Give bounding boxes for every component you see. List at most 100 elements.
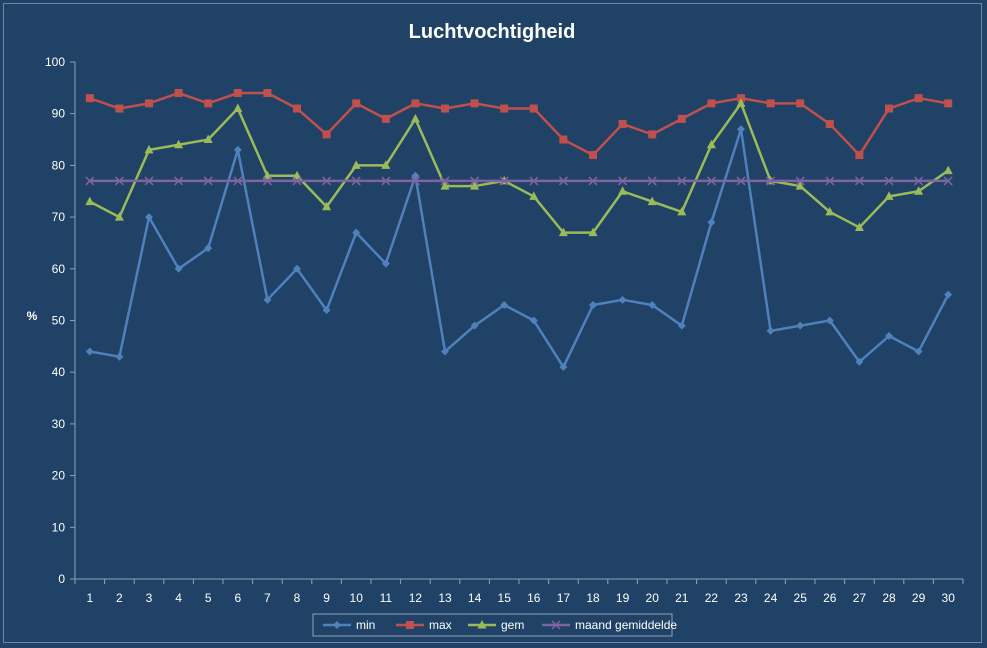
legend-swatch-marker — [477, 620, 487, 629]
data-point-maand-gemiddelde — [174, 176, 184, 186]
data-point-gem — [381, 160, 391, 169]
data-point-maand-gemiddelde — [558, 176, 568, 186]
data-point-max — [204, 99, 213, 108]
chart-frame — [3, 3, 982, 643]
data-point-gem — [233, 103, 243, 113]
legend-swatch-marker — [333, 621, 341, 629]
x-tick-label: 2 — [116, 591, 123, 605]
data-point-min — [470, 321, 479, 330]
data-point-maand-gemiddelde — [795, 176, 805, 186]
data-point-max — [766, 99, 775, 108]
data-point-gem — [262, 170, 272, 180]
x-tick-label: 13 — [438, 591, 452, 605]
data-point-gem — [647, 196, 657, 206]
data-point-min — [648, 300, 657, 309]
series-layer — [85, 89, 953, 372]
x-marker-stroke — [144, 176, 154, 186]
x-marker-stroke — [736, 176, 746, 186]
x-marker-stroke — [677, 176, 687, 186]
x-tick-label: 4 — [175, 591, 182, 605]
data-point-max — [174, 89, 183, 98]
data-point-maand-gemiddelde — [410, 176, 420, 186]
x-tick-label: 14 — [468, 591, 482, 605]
data-point-min — [263, 295, 272, 304]
x-tick-label: 7 — [264, 591, 271, 605]
data-point-max — [914, 94, 923, 103]
data-point-max — [529, 104, 538, 113]
data-point-max — [618, 120, 627, 129]
data-point-min — [293, 264, 301, 273]
data-point-max — [500, 104, 509, 113]
data-point-max — [233, 89, 242, 98]
data-point-max — [85, 94, 94, 103]
data-point-maand-gemiddelde — [322, 176, 332, 186]
data-point-gem — [914, 186, 924, 195]
x-tick-label: 9 — [323, 591, 330, 605]
legend-label: min — [356, 618, 375, 632]
data-point-gem — [203, 134, 213, 144]
data-point-min — [115, 352, 124, 361]
x-marker-stroke — [588, 176, 598, 186]
series-maand-gemiddelde — [85, 176, 953, 186]
x-marker-stroke — [262, 176, 272, 186]
chart-title: Luchtvochtigheid — [409, 21, 576, 43]
data-point-maand-gemiddelde — [85, 176, 95, 186]
x-tick-label: 12 — [409, 591, 423, 605]
data-point-max — [145, 99, 153, 108]
data-point-gem — [795, 181, 805, 190]
data-point-maand-gemiddelde — [114, 176, 124, 186]
data-point-gem — [558, 227, 568, 237]
data-point-gem — [114, 212, 124, 221]
data-point-maand-gemiddelde — [854, 176, 864, 186]
x-tick-label: 30 — [942, 591, 956, 605]
x-marker-stroke — [322, 176, 332, 186]
data-point-min — [766, 326, 775, 335]
data-point-gem — [351, 160, 361, 169]
data-point-min — [352, 228, 361, 237]
data-point-gem — [529, 191, 539, 200]
x-tick-label: 29 — [912, 591, 926, 605]
x-marker-stroke — [351, 176, 361, 186]
data-point-gem — [85, 196, 95, 206]
data-point-gem — [825, 206, 835, 216]
series-line-max — [89, 91, 949, 157]
data-point-min — [174, 264, 183, 273]
data-point-min — [944, 290, 953, 299]
x-tick-label: 25 — [794, 591, 808, 605]
legend-label: maand gemiddelde — [575, 618, 677, 632]
data-point-max — [825, 120, 834, 129]
y-tick-label: 80 — [52, 158, 66, 172]
x-marker-stroke — [706, 176, 716, 186]
data-point-max — [115, 104, 124, 113]
data-point-gem — [854, 222, 864, 231]
data-point-max — [441, 104, 449, 113]
data-point-max — [293, 104, 301, 113]
x-marker-stroke — [854, 176, 864, 186]
data-point-max — [411, 99, 420, 108]
legend-item-min: min — [323, 618, 375, 632]
data-point-min — [589, 300, 597, 309]
legend-label: max — [429, 618, 452, 632]
data-point-maand-gemiddelde — [825, 176, 835, 186]
data-point-max — [944, 99, 953, 108]
x-tick-label: 5 — [205, 591, 212, 605]
data-point-max — [559, 135, 568, 144]
y-tick-label: 10 — [52, 520, 66, 534]
x-tick-label: 21 — [675, 591, 689, 605]
data-point-max — [470, 99, 479, 108]
y-tick-label: 0 — [58, 572, 65, 586]
y-tick-label: 30 — [52, 417, 66, 431]
data-point-maand-gemiddelde — [647, 176, 657, 186]
x-marker-stroke — [766, 176, 776, 186]
x-tick-label: 16 — [527, 591, 541, 605]
x-marker-stroke — [410, 176, 420, 186]
data-point-gem — [292, 170, 302, 180]
data-point-maand-gemiddelde — [914, 176, 924, 186]
data-point-maand-gemiddelde — [529, 176, 539, 186]
data-point-min — [411, 171, 420, 180]
data-point-gem — [706, 139, 716, 149]
data-point-maand-gemiddelde — [203, 176, 213, 186]
x-tick-label: 22 — [705, 591, 719, 605]
y-tick-label: 100 — [45, 55, 65, 69]
data-point-maand-gemiddelde — [262, 176, 272, 186]
